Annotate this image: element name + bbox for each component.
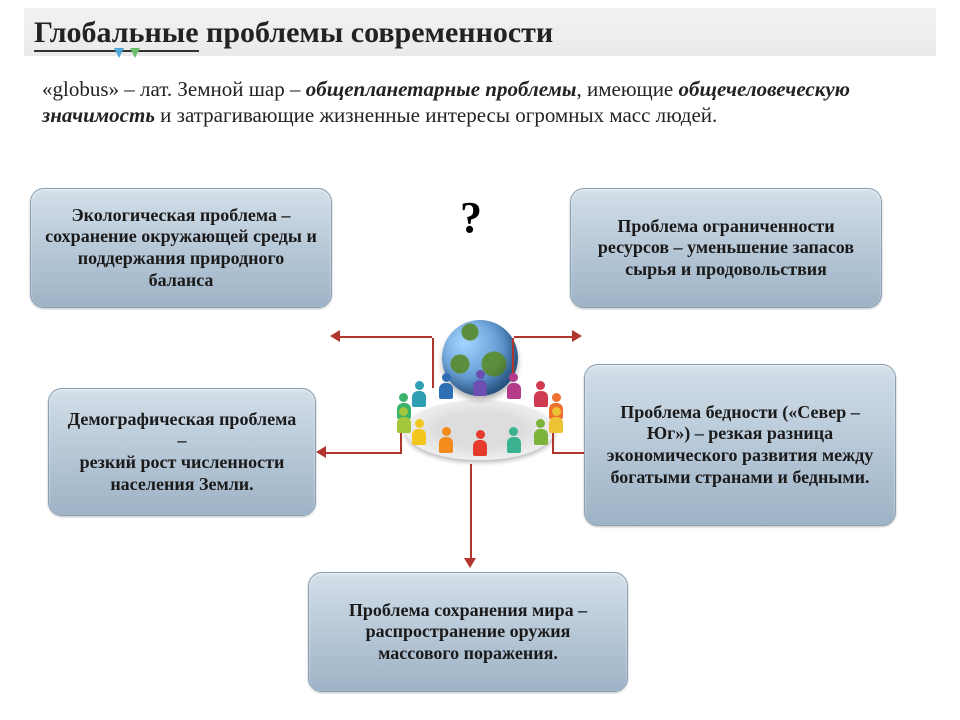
question-mark: ? (460, 192, 482, 243)
title-rest: проблемы современности (199, 16, 554, 49)
box-res: Проблема ограниченности ресурсов – умень… (570, 188, 882, 308)
person-icon (534, 419, 548, 449)
person-icon (439, 373, 453, 403)
person-icon (507, 427, 521, 457)
person-icon (534, 381, 548, 411)
box-peace: Проблема сохранения мира – распространен… (308, 572, 628, 692)
title-bar: Глобальные проблемы современности (24, 8, 936, 56)
box-pov: Проблема бедности («Север – Юг») – резка… (584, 364, 896, 526)
arrowhead-icon (316, 446, 326, 458)
subtitle-p1: «globus» – лат. Земной шар – (42, 77, 306, 101)
box-eco: Экологическая проблема – сохранение окру… (30, 188, 332, 308)
subtitle-p5: и затрагивающие жизненные интересы огром… (155, 103, 717, 127)
title-underlined: Глобальные (34, 16, 199, 52)
person-icon (549, 407, 563, 437)
title-arrow-1 (114, 48, 124, 58)
person-icon (397, 407, 411, 437)
person-icon (439, 427, 453, 457)
globe-people-graphic (380, 300, 580, 500)
subtitle-p2: общепланетарные проблемы (306, 77, 577, 101)
page-title: Глобальные проблемы современности (34, 16, 926, 50)
subtitle: «globus» – лат. Земной шар – общепланета… (42, 76, 912, 129)
box-demo: Демографическая проблема – резкий рост ч… (48, 388, 316, 516)
subtitle-p3: , имеющие (576, 77, 678, 101)
person-icon (473, 370, 487, 400)
arrowhead-icon (464, 558, 476, 568)
person-icon (412, 419, 426, 449)
person-icon (412, 381, 426, 411)
title-arrow-2 (130, 48, 140, 58)
person-icon (507, 373, 521, 403)
arrowhead-icon (330, 330, 340, 342)
person-icon (473, 430, 487, 460)
